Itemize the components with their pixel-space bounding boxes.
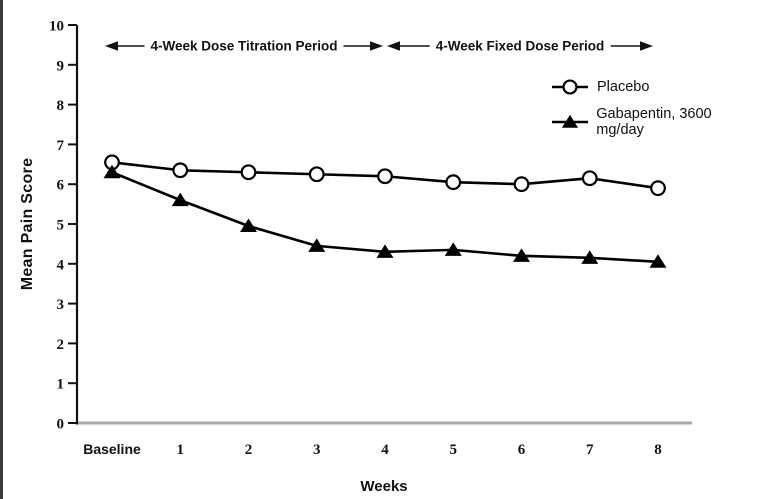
x-tick-label: 4	[381, 442, 389, 458]
y-tick-label: 5	[57, 218, 65, 234]
filled-triangle-marker	[513, 248, 530, 262]
x-tick-label: 6	[518, 442, 526, 458]
y-tick-label: 9	[57, 58, 65, 74]
filled-triangle-marker	[103, 164, 121, 179]
y-tick-label: 0	[57, 417, 65, 433]
filled-triangle-marker	[308, 238, 326, 252]
annotation-label-fixed-dose: 4-Week Fixed Dose Period	[429, 38, 611, 54]
open-circle-marker	[513, 176, 530, 193]
open-circle-marker	[581, 170, 598, 187]
open-circle-icon	[552, 79, 588, 95]
open-circle-marker	[650, 180, 666, 197]
open-circle-marker	[445, 174, 462, 191]
open-circle-marker	[562, 79, 578, 95]
y-tick-label: 3	[57, 297, 65, 313]
y-tick-label: 6	[57, 178, 65, 194]
y-tick-label: 4	[57, 257, 65, 273]
chart-legend: Placebo Gabapentin, 3600 mg/day	[551, 74, 760, 138]
open-circle-marker	[172, 162, 189, 179]
annotation-label-titration: 4-Week Dose Titration Period	[144, 38, 344, 54]
x-tick-label: 2	[245, 442, 253, 458]
filled-triangle-marker	[376, 244, 394, 258]
y-tick-label: 8	[57, 98, 65, 114]
y-tick-label: 1	[57, 377, 65, 393]
arrow-right-icon	[640, 41, 653, 51]
x-axis-title: Weeks	[360, 478, 408, 495]
y-tick-label: 10	[49, 19, 64, 35]
legend-item-gabapentin-3600-mg-day: Gabapentin, 3600 mg/day	[551, 106, 760, 138]
filled-triangle-marker	[444, 242, 462, 256]
filled-triangle-icon	[552, 114, 588, 128]
legend-label: Gabapentin, 3600 mg/day	[596, 106, 712, 138]
x-tick-label: 8	[654, 442, 662, 458]
filled-triangle-marker	[171, 192, 189, 207]
filled-triangle-marker	[649, 254, 667, 268]
open-circle-marker	[308, 166, 325, 183]
arrow-right-icon	[370, 41, 383, 51]
x-tick-label: 3	[313, 442, 321, 458]
open-circle-marker	[377, 168, 393, 185]
open-circle-marker	[240, 164, 257, 181]
arrow-left-icon	[105, 41, 118, 51]
series-placebo	[104, 154, 666, 197]
x-tick-label: Baseline	[83, 441, 141, 457]
legend-label: Placebo	[597, 79, 650, 95]
page-edge-line	[0, 0, 3, 499]
y-tick-label: 2	[57, 337, 65, 353]
series-gabapentin-3600-mg-day	[103, 164, 667, 268]
x-tick-label: 5	[450, 442, 458, 458]
x-tick-label: 1	[177, 442, 185, 458]
filled-triangle-marker	[581, 250, 599, 264]
legend-item-placebo: Placebo	[551, 74, 760, 100]
filled-triangle-marker	[561, 114, 579, 128]
y-axis-title: Mean Pain Score	[19, 157, 36, 291]
x-tick-label: 7	[586, 442, 594, 458]
filled-triangle-marker	[240, 218, 257, 232]
arrow-left-icon	[387, 41, 400, 51]
y-tick-label: 7	[57, 138, 65, 154]
